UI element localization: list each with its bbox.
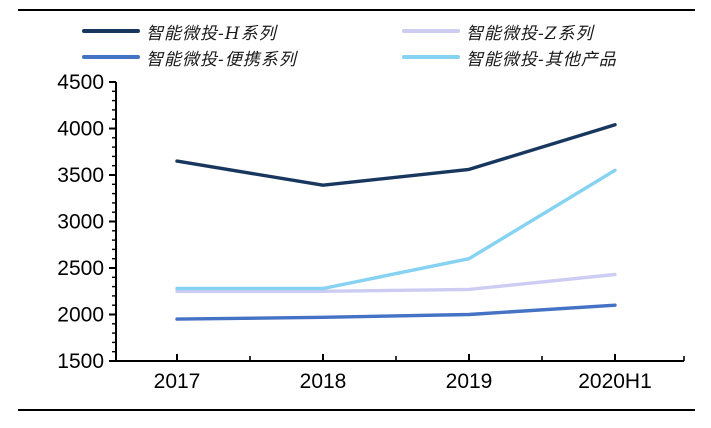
- x-tick-label: 2019: [446, 370, 493, 393]
- legend-item-portable-series: 智能微投-便携系列: [82, 46, 297, 70]
- legend-item-z-series: 智能微投-Z系列: [402, 20, 594, 44]
- x-tick-label: 2020H1: [578, 370, 652, 393]
- y-tick-label: 2500: [57, 257, 104, 280]
- legend-label-other-products: 智能微投-其他产品: [466, 49, 617, 70]
- series-line: [175, 272, 617, 293]
- top-divider: [18, 9, 695, 11]
- legend-swatch-h-series: [82, 29, 140, 33]
- series-line: [175, 168, 617, 291]
- legend-swatch-portable-series: [82, 55, 140, 59]
- y-tick-label: 4000: [57, 118, 104, 141]
- legend-swatch-z-series: [402, 29, 460, 33]
- legend-swatch-other-products: [402, 55, 460, 59]
- y-tick-label: 2000: [57, 304, 104, 327]
- series-line: [175, 303, 617, 321]
- legend-label-z-series: 智能微投-Z系列: [466, 23, 594, 44]
- x-tick-label: 2018: [300, 370, 347, 393]
- series-line: [175, 123, 617, 187]
- bottom-divider: [18, 409, 695, 411]
- legend-item-h-series: 智能微投-H系列: [82, 20, 277, 44]
- y-tick-label: 3000: [57, 211, 104, 234]
- y-tick-label: 3500: [57, 164, 104, 187]
- legend-label-h-series: 智能微投-H系列: [146, 23, 277, 44]
- legend-item-other-products: 智能微投-其他产品: [402, 46, 617, 70]
- legend-label-portable-series: 智能微投-便携系列: [146, 49, 297, 70]
- x-tick-label: 2017: [154, 370, 201, 393]
- y-tick-label: 4500: [57, 71, 104, 94]
- y-tick-label: 1500: [57, 350, 104, 373]
